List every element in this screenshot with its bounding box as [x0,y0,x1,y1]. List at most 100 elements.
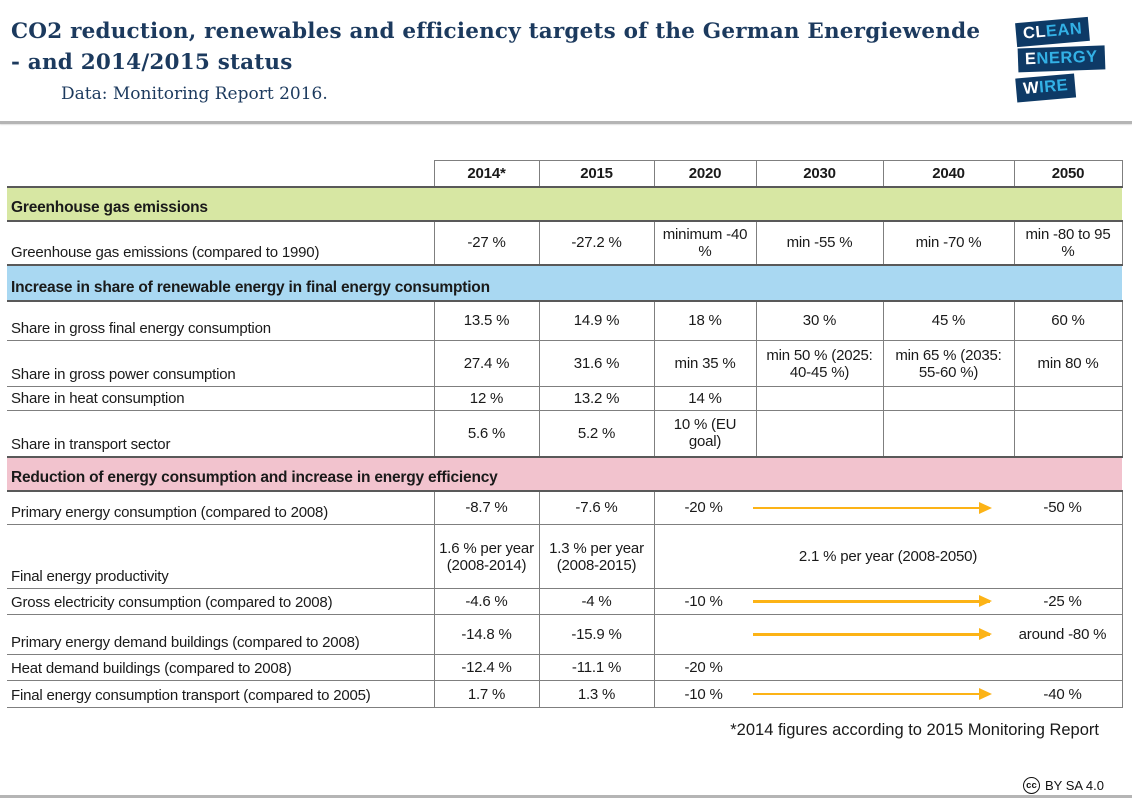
cell-2014: -12.4 % [433,654,540,681]
row-label: Share in gross power consumption [7,340,435,387]
trend-arrow-icon [752,629,992,640]
cell-2014: -14.8 % [433,614,540,655]
cell-2015: 1.3 % per year (2008-2015) [538,524,655,589]
cell-2040 [882,410,1015,457]
merged-target-cell: around -80 % [653,614,1123,655]
bottom-divider [0,795,1132,798]
table-row: Greenhouse gas emissions (compared to 19… [7,220,1123,265]
section-greenhouse-gas: Greenhouse gas emissions [7,185,1122,222]
page-title: CO2 reduction, renewables and efficiency… [11,16,1001,78]
cell-2040: min -70 % [882,220,1015,265]
row-label: Gross electricity consumption (compared … [7,588,435,615]
logo-text: NERGY [1036,47,1098,68]
energiewende-targets-table: 2014* 2015 2020 2030 2040 2050 Greenhous… [7,160,1123,708]
table-row: Share in transport sector 5.6 % 5.2 % 10… [7,410,1123,457]
logo-text: W [1022,78,1040,98]
cell-2014: 13.5 % [433,300,540,341]
table-row: Share in gross final energy consumption … [7,300,1123,341]
title-line-2: - and 2014/2015 status [11,50,293,76]
footnote: *2014 figures according to 2015 Monitori… [730,721,1099,739]
section-efficiency: Reduction of energy consumption and incr… [7,455,1122,492]
cell-2014: 1.7 % [433,680,540,708]
row-label: Final energy productivity [7,524,435,589]
column-header-2040: 2040 [882,160,1015,187]
cell-2015: -4 % [538,588,655,615]
cell-2020: 10 % (EU goal) [653,410,757,457]
logo-text: EAN [1045,19,1083,41]
arrow-start-value: -20 % [684,659,723,676]
table-row: Gross electricity consumption (compared … [7,588,1123,615]
header: CO2 reduction, renewables and efficiency… [11,16,1001,104]
cell-2015: 13.2 % [538,386,655,411]
row-label: Share in gross final energy consumption [7,300,435,341]
column-header-2020: 2020 [653,160,757,187]
cell-2015: -11.1 % [538,654,655,681]
logo-word-wire: WIRE [1015,73,1077,103]
row-label: Primary energy consumption (compared to … [7,490,435,525]
logo-text: E [1024,49,1037,69]
row-label: Share in transport sector [7,410,435,457]
logo-word-energy: ENERGY [1017,45,1106,73]
arrow-end-value: -40 % [1043,685,1082,703]
cell-2020: 14 % [653,386,757,411]
cell-2015: 31.6 % [538,340,655,387]
cell-2050 [1013,386,1123,411]
row-label: Primary energy demand buildings (compare… [7,614,435,655]
table-row: Share in heat consumption 12 % 13.2 % 14… [7,386,1123,411]
cell-2015: -7.6 % [538,490,655,525]
column-header-2030: 2030 [755,160,884,187]
cell-2015: -27.2 % [538,220,655,265]
section-header-label: Greenhouse gas emissions [7,185,1122,222]
creative-commons-icon: cc [1022,777,1040,794]
logo-text: IRE [1038,76,1069,97]
cell-2030 [755,386,884,411]
merged-target-cell: -20 % -50 % [653,490,1123,525]
trend-arrow-icon [752,502,992,513]
logo-text: CL [1022,22,1047,43]
column-header-2050: 2050 [1013,160,1123,187]
row-label: Share in heat consumption [7,386,435,411]
cell-2015: 5.2 % [538,410,655,457]
corner-cell [7,160,435,187]
cell-2015: 1.3 % [538,680,655,708]
merged-target-cell: 2.1 % per year (2008-2050) [653,524,1123,589]
cell-2040: min 65 % (2035: 55-60 %) [882,340,1015,387]
cell-2014: 27.4 % [433,340,540,387]
merged-target-cell: -10 % -40 % [653,680,1123,708]
cell-2020: 18 % [653,300,757,341]
cell-2050: min 80 % [1013,340,1123,387]
cell-2015: -15.9 % [538,614,655,655]
arrow-start-value: -10 % [684,685,723,703]
cell-2030 [755,410,884,457]
table-row: Share in gross power consumption 27.4 % … [7,340,1123,387]
row-label: Final energy consumption transport (comp… [7,680,435,708]
cell-2040: 45 % [882,300,1015,341]
cell-2014: -8.7 % [433,490,540,525]
row-label: Heat demand buildings (compared to 2008) [7,654,435,681]
section-header-label: Reduction of energy consumption and incr… [7,455,1122,492]
trend-arrow-icon [752,688,992,699]
cell-2030: min -55 % [755,220,884,265]
cell-2014: 1.6 % per year (2008-2014) [433,524,540,589]
cell-2020: minimum -40 % [653,220,757,265]
arrow-end-value: -50 % [1043,499,1082,517]
table-row: Heat demand buildings (compared to 2008)… [7,654,1123,681]
year-header-row: 2014* 2015 2020 2030 2040 2050 [7,160,1123,187]
header-divider [0,121,1132,124]
cell-2030: 30 % [755,300,884,341]
cell-2014: -27 % [433,220,540,265]
cell-2014: 12 % [433,386,540,411]
merged-target-cell: -10 % -25 % [653,588,1123,615]
cell-2050: 60 % [1013,300,1123,341]
trend-arrow-icon [752,596,992,607]
row-label: Greenhouse gas emissions (compared to 19… [7,220,435,265]
section-header-label: Increase in share of renewable energy in… [7,263,1122,302]
title-line-1: CO2 reduction, renewables and efficiency… [11,19,981,44]
table-row: Final energy productivity 1.6 % per year… [7,524,1123,589]
cell-2014: -4.6 % [433,588,540,615]
logo-word-clean: CLEAN [1015,16,1091,48]
license-text: BY SA 4.0 [1044,778,1104,793]
license-badge: cc BY SA 4.0 [1022,777,1104,794]
cell-2015: 14.9 % [538,300,655,341]
table-row: Final energy consumption transport (comp… [7,680,1123,708]
